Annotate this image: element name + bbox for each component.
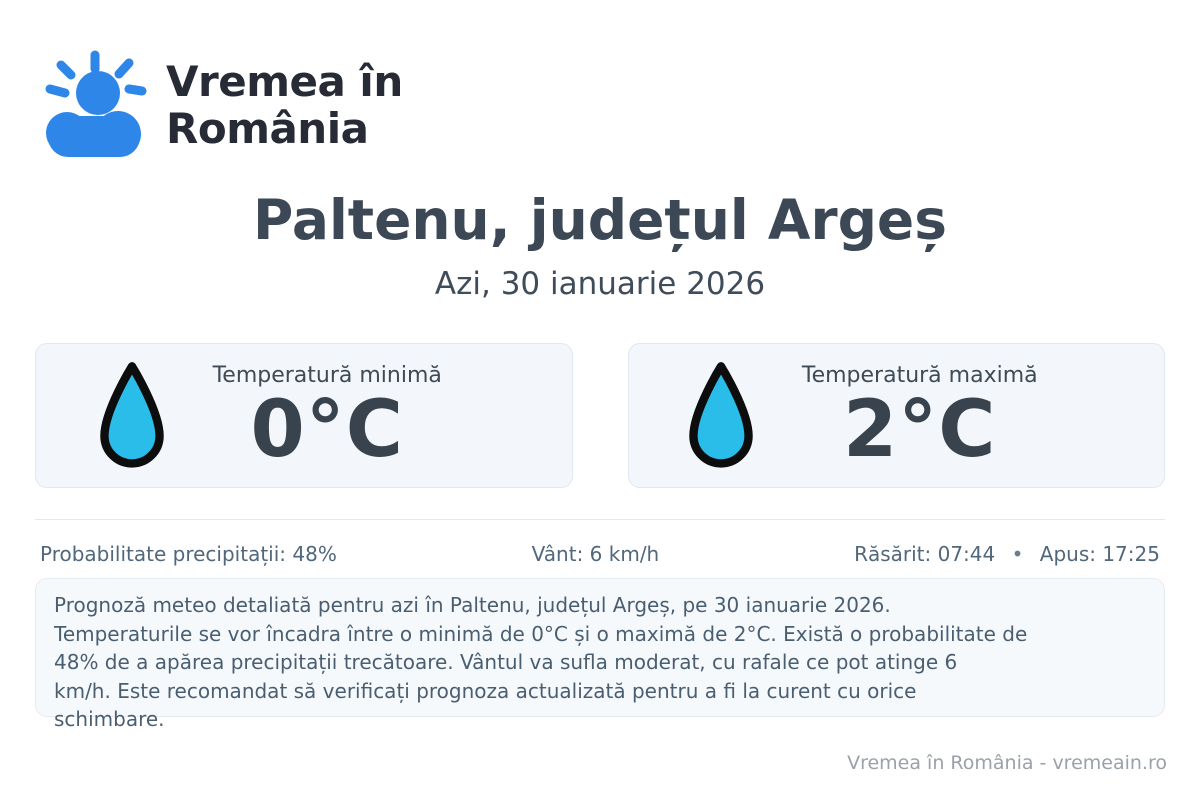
forecast-summary-box: Prognoză meteo detaliată pentru azi în P… <box>35 578 1165 731</box>
forecast-text: Prognoză meteo detaliată pentru azi în P… <box>54 593 1028 731</box>
precipitation-stat: Probabilitate precipitații: 48% <box>40 542 337 566</box>
min-temperature-text: Temperatură minimă 0°C <box>213 362 442 470</box>
page-subtitle: Azi, 30 ianuarie 2026 <box>434 266 766 302</box>
brand-header: Vremea în România <box>38 44 403 166</box>
min-temperature-card: Temperatură minimă 0°C <box>35 343 573 488</box>
brand-name-line1: Vremea în <box>166 57 403 106</box>
max-temperature-text: Temperatură maximă 2°C <box>802 362 1038 470</box>
sun-times-stat: Răsărit: 07:44 • Apus: 17:25 <box>854 540 1160 568</box>
stats-divider <box>35 519 1165 520</box>
sunrise-stat: Răsărit: 07:44 <box>854 542 996 566</box>
water-drop-icon <box>99 362 164 468</box>
page-title: Paltenu, județul Argeș <box>253 188 947 252</box>
footer-credit: Vremea în România - vremeain.ro <box>847 752 1167 774</box>
stats-row: Probabilitate precipitații: 48% Vânt: 6 … <box>40 540 1160 568</box>
cloud-sun-logo-icon <box>45 50 147 157</box>
sunset-stat: Apus: 17:25 <box>1039 542 1160 566</box>
max-temperature-card: Temperatură maximă 2°C <box>627 343 1165 488</box>
temperature-cards: Temperatură minimă 0°C Temperatură maxim… <box>35 343 1165 488</box>
min-temperature-label: Temperatură minimă <box>212 362 442 388</box>
brand-name: Vremea în România <box>166 58 403 152</box>
wind-stat: Vânt: 6 km/h <box>531 542 660 566</box>
bullet-separator: • <box>1011 542 1024 566</box>
water-drop-icon <box>689 362 753 468</box>
max-temperature-value: 2°C <box>842 384 997 475</box>
min-temperature-value: 0°C <box>250 384 404 475</box>
max-temperature-label: Temperatură maximă <box>801 362 1038 388</box>
brand-name-line2: România <box>166 104 369 153</box>
